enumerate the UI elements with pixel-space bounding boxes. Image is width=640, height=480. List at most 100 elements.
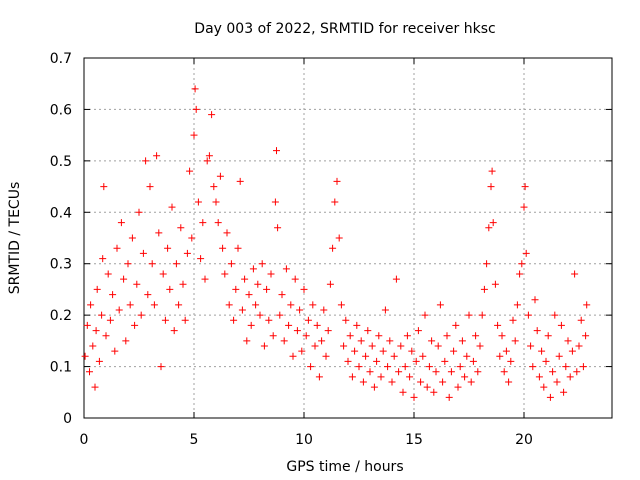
x-tick-label: 15 [405, 432, 423, 448]
data-point [104, 270, 112, 278]
data-point [430, 388, 438, 396]
x-tick-label: 20 [515, 432, 533, 448]
data-point [291, 275, 299, 283]
data-point [423, 383, 431, 391]
data-point [83, 321, 91, 329]
data-point [478, 311, 486, 319]
data-point [476, 342, 484, 350]
data-point [230, 316, 238, 324]
data-point [566, 373, 574, 381]
data-point [480, 285, 488, 293]
data-point [370, 383, 378, 391]
data-point [274, 224, 282, 232]
data-point [498, 332, 506, 340]
data-point [192, 105, 200, 113]
data-point [111, 347, 119, 355]
data-point [432, 368, 440, 376]
data-point [157, 363, 165, 371]
data-point [452, 321, 460, 329]
data-point [379, 347, 387, 355]
data-point [472, 332, 480, 340]
data-point [133, 280, 141, 288]
data-point [197, 255, 205, 263]
data-point [159, 270, 167, 278]
data-point [276, 311, 284, 319]
data-point [406, 373, 414, 381]
data-point [203, 157, 211, 165]
data-point [205, 152, 213, 160]
data-point [542, 357, 550, 365]
data-point [144, 291, 152, 299]
plot-border [83, 57, 613, 419]
data-point [161, 316, 169, 324]
data-point [150, 301, 158, 309]
data-point [98, 311, 106, 319]
data-point [177, 224, 185, 232]
data-point [236, 177, 244, 185]
data-point [91, 383, 99, 391]
data-point [208, 111, 216, 119]
x-tick-label: 10 [295, 432, 313, 448]
data-points [81, 85, 591, 401]
data-point [511, 337, 519, 345]
y-axis-label: SRMTID / TECUs [7, 182, 23, 295]
data-point [443, 332, 451, 340]
data-point [298, 347, 306, 355]
data-point [168, 203, 176, 211]
data-point [488, 167, 496, 175]
data-point [267, 270, 275, 278]
data-point [307, 363, 315, 371]
data-point [447, 368, 455, 376]
y-tick-label: 0.6 [50, 102, 72, 118]
data-point [507, 357, 515, 365]
data-point [346, 332, 354, 340]
data-point [518, 260, 526, 268]
data-point [320, 306, 328, 314]
data-point [126, 301, 134, 309]
data-point [355, 363, 363, 371]
y-tick-label: 0 [63, 411, 72, 427]
data-point [555, 352, 563, 360]
data-point [392, 275, 400, 283]
data-point [456, 363, 464, 371]
y-tick-label: 0.2 [50, 308, 72, 324]
data-point [100, 183, 108, 191]
data-point [170, 327, 178, 335]
data-point [181, 316, 189, 324]
data-point [234, 244, 242, 252]
data-point [373, 357, 381, 365]
data-point [412, 357, 420, 365]
data-point [87, 301, 95, 309]
data-point [458, 337, 466, 345]
data-point [531, 296, 539, 304]
data-point [219, 244, 227, 252]
data-point [546, 393, 554, 401]
data-point [142, 157, 150, 165]
data-point [399, 388, 407, 396]
data-point [342, 316, 350, 324]
data-point [113, 244, 121, 252]
data-point [489, 219, 497, 227]
data-point [494, 321, 502, 329]
data-point [500, 368, 508, 376]
data-point [560, 388, 568, 396]
data-point [549, 368, 557, 376]
data-point [535, 373, 543, 381]
data-point [527, 342, 535, 350]
data-point [102, 332, 110, 340]
data-point [313, 321, 321, 329]
data-point [106, 316, 114, 324]
data-point [258, 260, 266, 268]
data-point [483, 260, 491, 268]
data-point [155, 229, 163, 237]
data-point [491, 280, 499, 288]
data-point [285, 321, 293, 329]
data-point [146, 183, 154, 191]
data-point [148, 260, 156, 268]
data-point [232, 285, 240, 293]
data-point [414, 327, 422, 335]
data-point [221, 270, 229, 278]
data-point [573, 368, 581, 376]
data-point [582, 332, 590, 340]
